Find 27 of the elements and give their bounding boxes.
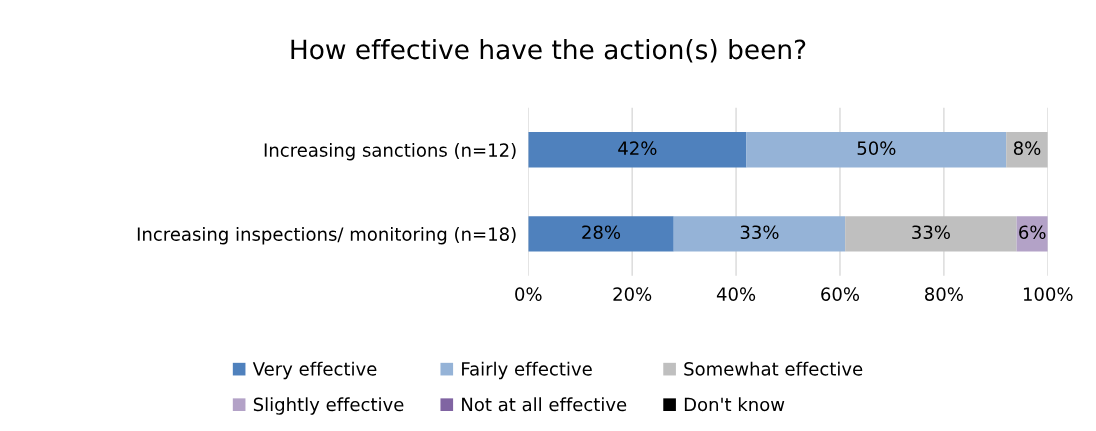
bar xyxy=(746,132,1007,168)
x-tick-label: 60% xyxy=(821,287,860,301)
data-label: 6% xyxy=(1019,225,1046,240)
x-tick-label: 80% xyxy=(925,287,963,301)
legend-label: Not at all effective xyxy=(462,397,627,412)
data-label: 28% xyxy=(582,225,621,240)
data-label: 33% xyxy=(912,225,950,240)
y-tick-label: Increasing sanctions (n=12) xyxy=(264,142,516,161)
data-label: 33% xyxy=(740,225,779,240)
bar xyxy=(673,216,846,252)
x-tick-label: 40% xyxy=(716,287,756,301)
x-tick-label: 20% xyxy=(613,287,652,301)
bar xyxy=(528,132,747,168)
legend-label: Don't know xyxy=(684,397,785,412)
legend-label: Very effective xyxy=(252,361,377,380)
chart-title: How effective have the action(s) been? xyxy=(291,38,806,63)
data-label: 8% xyxy=(1013,141,1041,156)
bar xyxy=(845,216,1017,252)
y-tick-label: Increasing inspections/ monitoring (n=18) xyxy=(137,226,516,245)
data-label: 50% xyxy=(857,141,896,156)
legend-label: Slightly effective xyxy=(253,397,404,415)
legend-label: Fairly effective xyxy=(462,361,592,380)
legend-label: Somewhat effective xyxy=(684,361,863,376)
bar xyxy=(528,216,674,252)
x-tick-label: 100% xyxy=(1023,287,1073,301)
data-label: 42% xyxy=(618,141,657,156)
x-tick-label: 0% xyxy=(515,287,542,301)
